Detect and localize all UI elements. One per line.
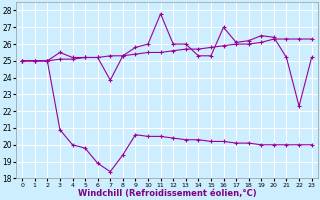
X-axis label: Windchill (Refroidissement éolien,°C): Windchill (Refroidissement éolien,°C)	[77, 189, 256, 198]
